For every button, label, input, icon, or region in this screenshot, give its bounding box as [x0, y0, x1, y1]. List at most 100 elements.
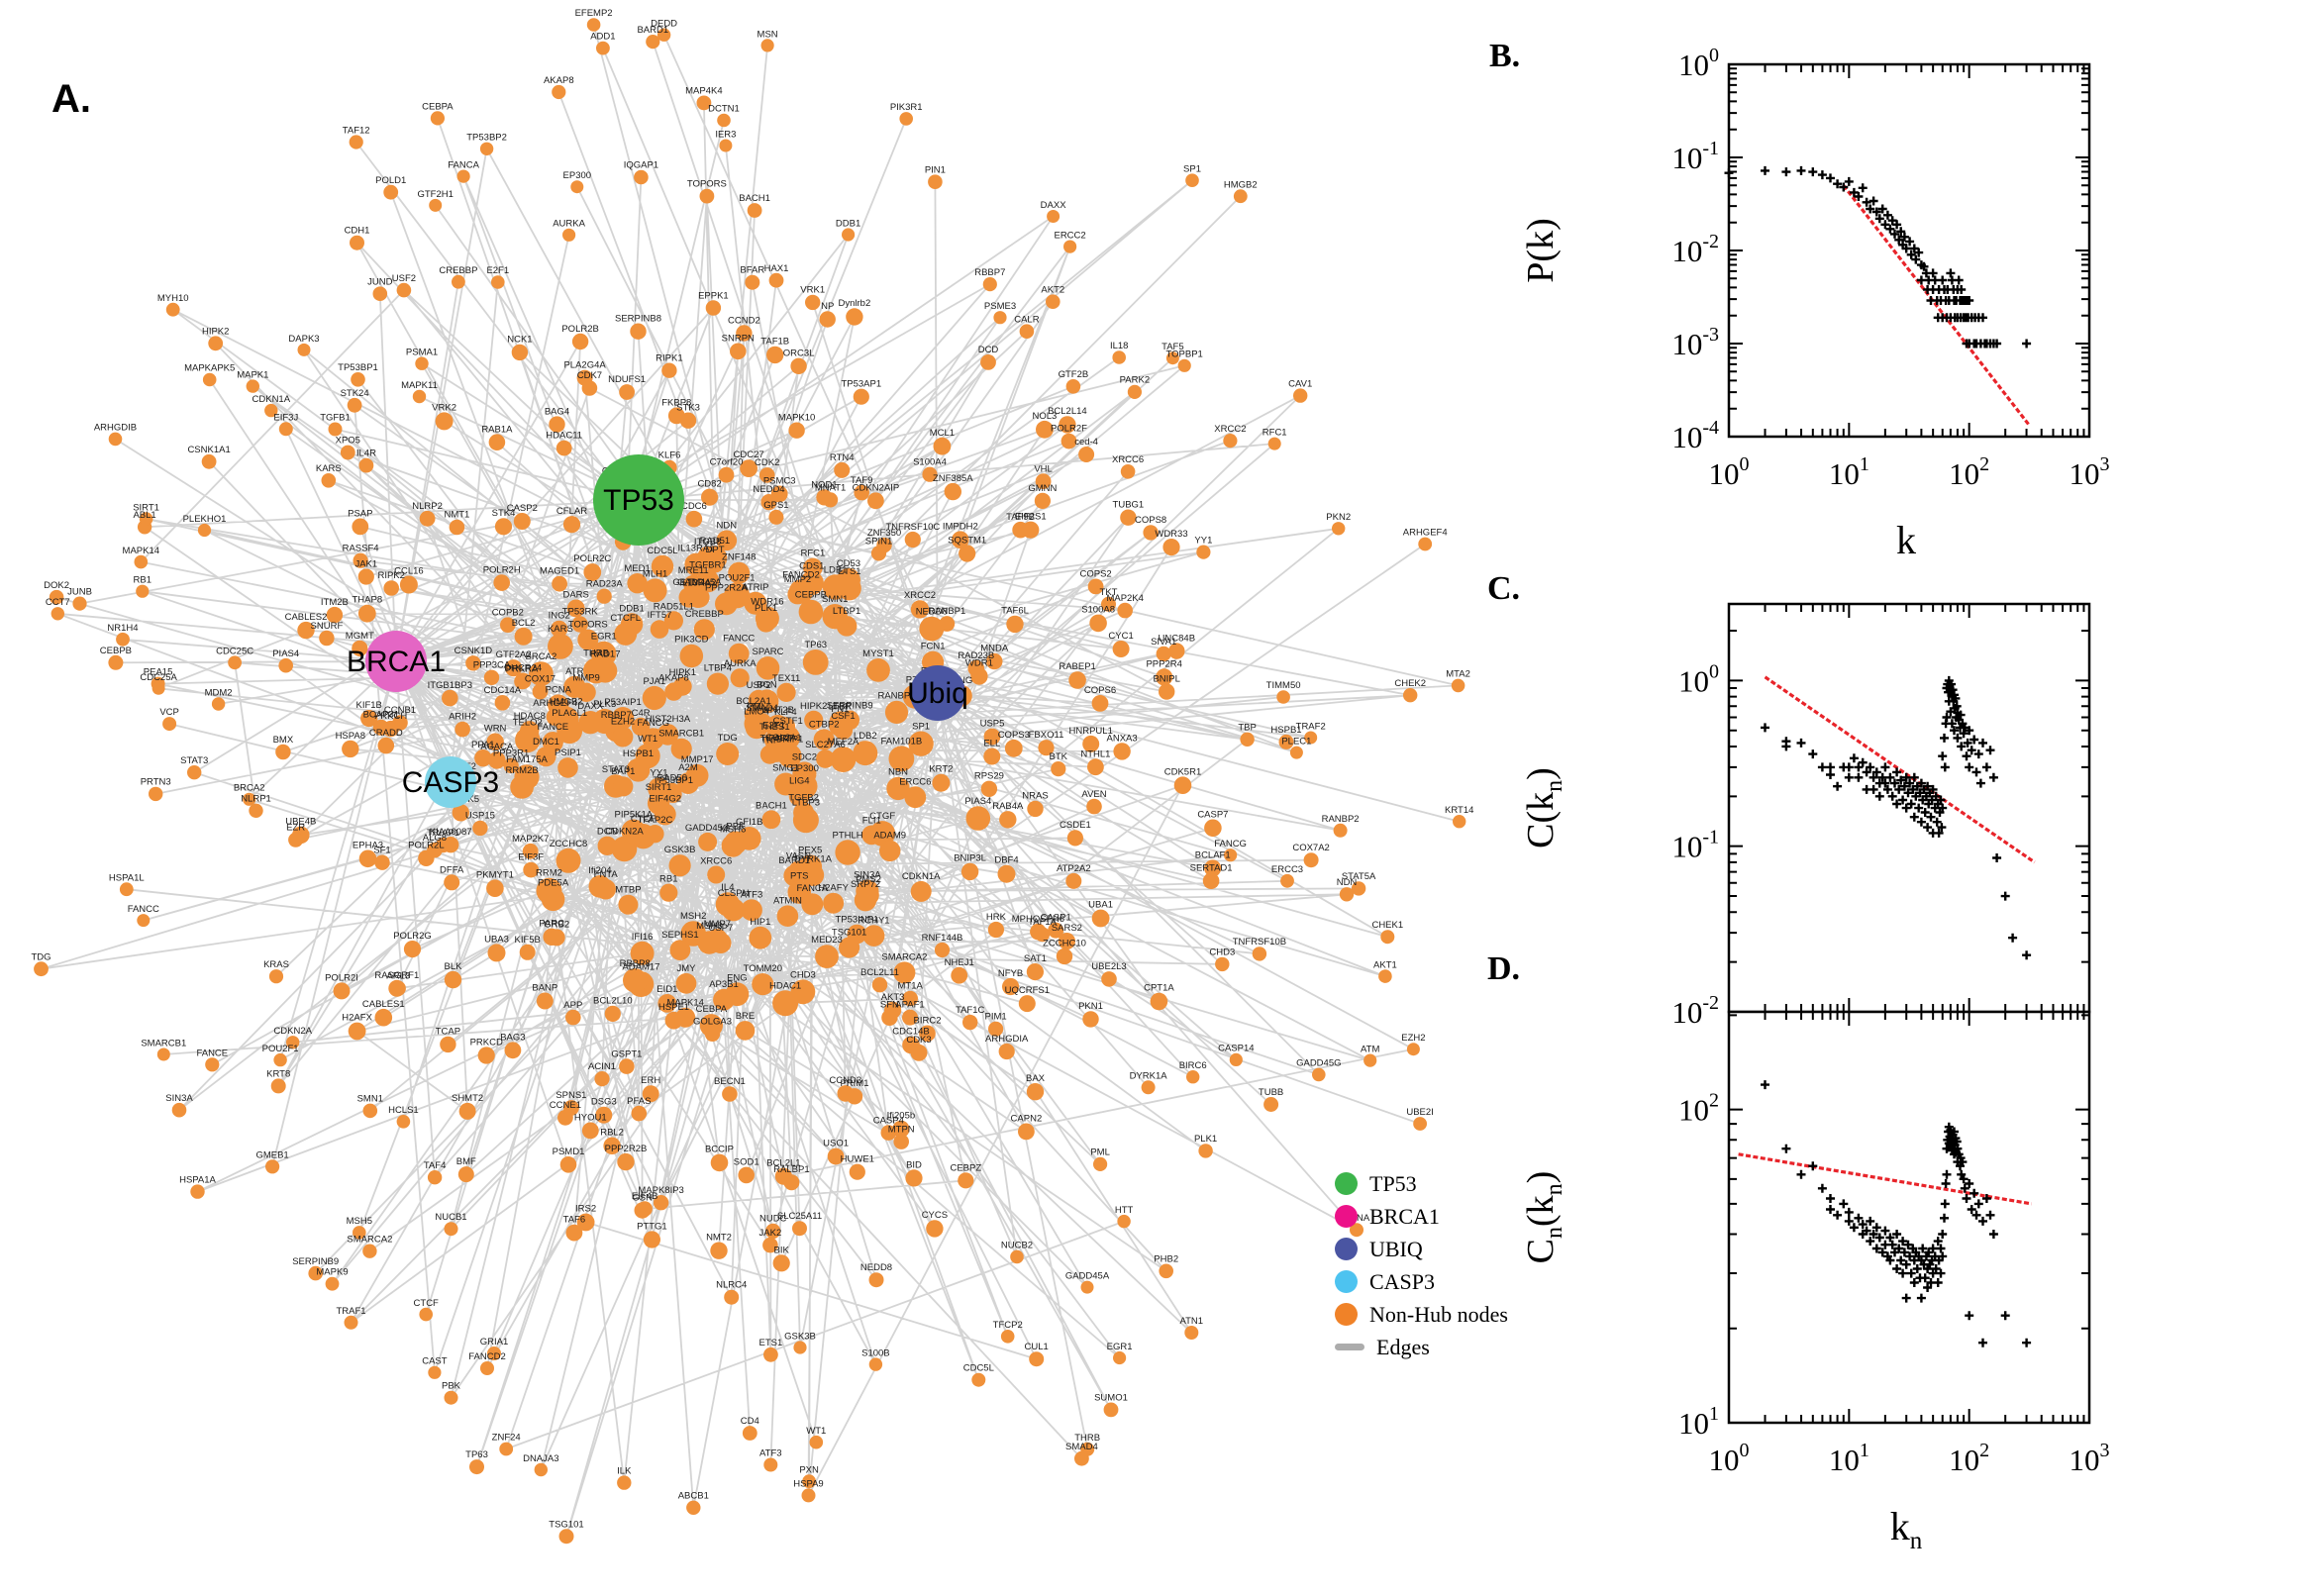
network-node — [211, 697, 226, 711]
node-label: GTF2A2 — [496, 649, 532, 660]
network-node — [1063, 240, 1077, 253]
network-node — [563, 675, 586, 699]
node-label: BCL2A1 — [736, 696, 770, 707]
node-label: DMC1 — [533, 737, 559, 748]
node-label: HIP1 — [750, 917, 770, 928]
tick-label: 10-2 — [1671, 992, 1719, 1030]
node-label: SMAD4 — [746, 703, 778, 714]
network-node — [396, 1115, 411, 1129]
network-node — [1202, 872, 1220, 889]
node-label: BNIPL — [1153, 673, 1179, 684]
node-label: PIAS4 — [272, 648, 299, 659]
network-node — [842, 228, 856, 242]
network-node — [1198, 1144, 1213, 1158]
network-node — [1047, 210, 1060, 223]
legend-item-casp3: CASP3 — [1335, 1269, 1508, 1294]
network-node — [662, 782, 681, 802]
node-label: PRKCH — [374, 711, 407, 722]
node-label: HYOU1 — [574, 1113, 607, 1124]
network-node — [867, 492, 884, 510]
network-node — [297, 343, 311, 356]
node-label: NRAS — [1022, 791, 1048, 802]
node-label: CDK5R1 — [1164, 766, 1202, 777]
node-label: SP1 — [1183, 163, 1201, 174]
node-label: YY1 — [651, 767, 668, 778]
node-label: RAD17 — [590, 648, 621, 659]
network-node — [722, 1086, 738, 1102]
network-node — [657, 994, 677, 1013]
node-label: CYCS — [922, 1210, 948, 1221]
node-label: AURKA — [724, 658, 757, 669]
node-label: CTCF — [414, 1298, 440, 1309]
network-node — [758, 467, 775, 483]
node-label: DOK2 — [44, 580, 69, 591]
network-node — [1165, 351, 1179, 365]
network-node — [905, 1169, 923, 1187]
node-label: BARD1 — [778, 855, 810, 866]
node-label: MMP17 — [681, 754, 714, 765]
network-node — [562, 516, 581, 534]
node-label: NFYB — [998, 968, 1023, 979]
legend-item-tp53: TP53 — [1335, 1171, 1508, 1196]
network-node — [350, 235, 364, 250]
network-node — [982, 277, 997, 292]
node-label: FN1 — [831, 704, 849, 715]
node-label: SIVA1 — [1151, 637, 1176, 648]
network-node — [503, 757, 519, 773]
node-label: TAF6L — [1001, 606, 1029, 617]
node-label: LTBP1 — [833, 606, 860, 617]
network-node — [449, 519, 465, 536]
network-node — [551, 620, 568, 638]
node-label: USO1 — [823, 1139, 849, 1149]
node-label: SP1 — [912, 722, 930, 733]
network-node — [910, 880, 932, 902]
network-node — [139, 512, 153, 526]
node-label: TNF — [760, 735, 779, 746]
network-node — [1080, 1280, 1094, 1294]
hub-layer: TP53 BRCA1 Ubiq CASP3 — [347, 454, 968, 808]
node-label: SUMO1 — [1094, 1393, 1128, 1404]
node-label: TDG — [718, 733, 738, 744]
network-node — [152, 681, 165, 695]
network-node — [536, 992, 554, 1010]
network-node — [1091, 909, 1110, 928]
network-node — [418, 849, 435, 866]
node-label: SPIN1 — [865, 536, 892, 547]
node-label: BRE — [736, 1011, 756, 1022]
node-label: MSN — [758, 29, 778, 40]
network-node — [619, 1058, 635, 1074]
node-label: TCAP — [436, 1027, 460, 1038]
casp3-hub-swatch-icon — [1335, 1270, 1358, 1293]
node-label: RALBP1 — [773, 1164, 809, 1175]
node-label: TP63 — [804, 640, 827, 650]
network-node — [50, 607, 64, 621]
network-node — [813, 729, 835, 750]
network-node — [1351, 881, 1366, 896]
brca1-hub-swatch-icon — [1335, 1205, 1358, 1228]
network-node — [1453, 815, 1466, 829]
tp53-hub-swatch-icon — [1335, 1172, 1358, 1195]
node-label: CLSPN — [718, 888, 750, 899]
network-node — [513, 513, 531, 530]
node-label: RBL2 — [600, 1128, 624, 1139]
node-label: HSPB1 — [623, 748, 654, 759]
network-node — [847, 924, 867, 945]
network-node — [372, 286, 388, 302]
network-node — [775, 725, 800, 750]
node-label: MMP9 — [572, 673, 599, 684]
network-node — [1046, 294, 1060, 310]
network-node — [427, 1170, 443, 1185]
node-label: IQGAP1 — [624, 160, 658, 171]
node-label: TAF1B — [760, 337, 789, 348]
node-label: BRCA2 — [526, 651, 557, 662]
network-node — [710, 1153, 729, 1172]
node-label: EZH2 — [1401, 1033, 1425, 1044]
node-label: SMG1 — [772, 763, 799, 774]
node-label: AP3B1 — [709, 979, 739, 990]
network-node — [556, 440, 572, 456]
node-label: PSME3 — [984, 301, 1016, 312]
network-node — [483, 669, 500, 685]
node-label: NUCB2 — [1001, 1241, 1033, 1251]
node-label: CDH1 — [345, 226, 370, 237]
node-label: GMNN — [1028, 483, 1057, 494]
